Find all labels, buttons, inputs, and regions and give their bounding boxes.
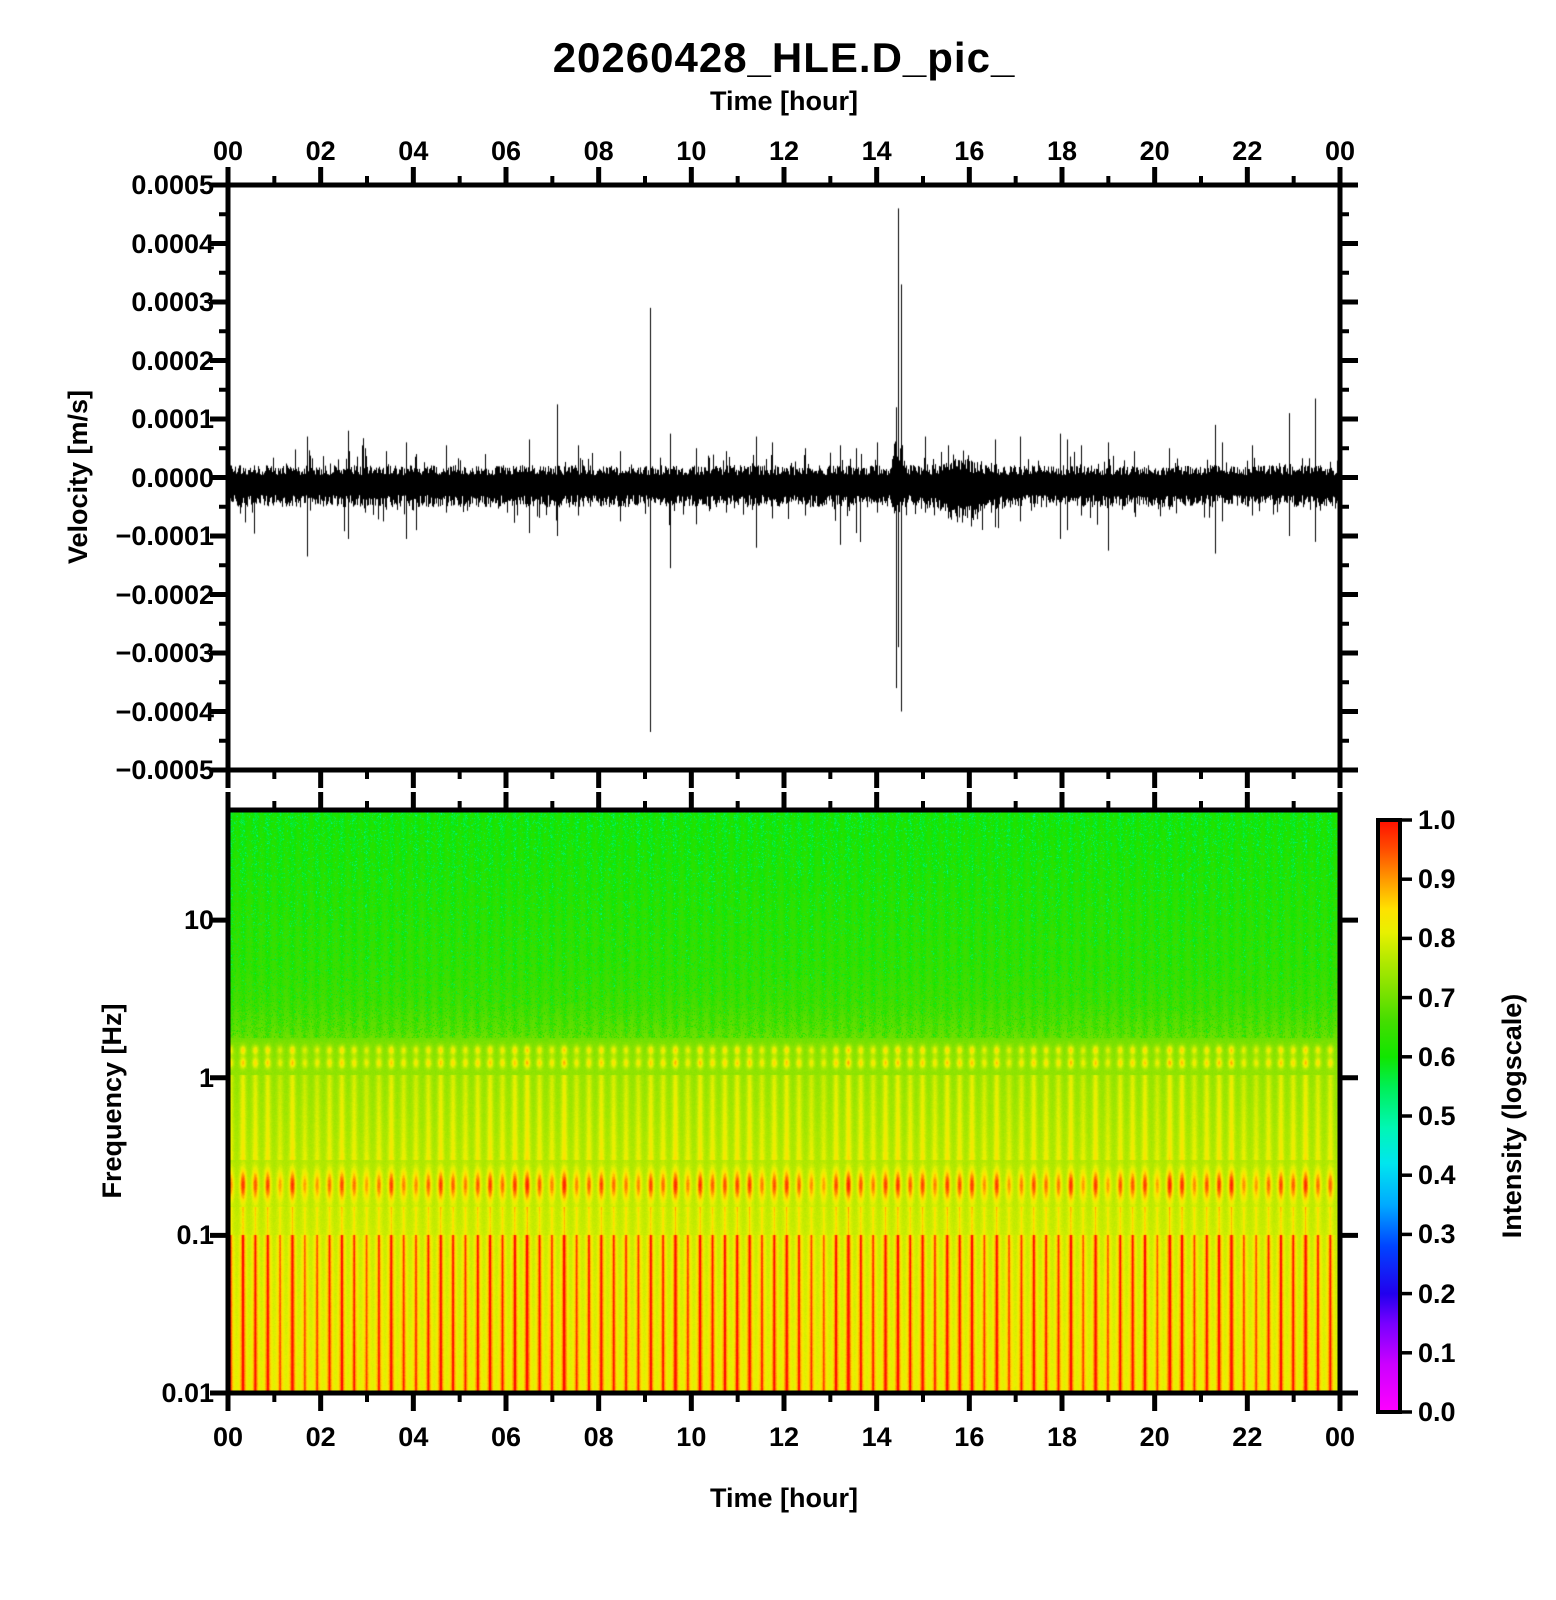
colorbar-tick-label: 0.9 [1418,864,1456,895]
velocity-y-tick-label: −0.0003 [115,638,214,668]
velocity-y-tick-label: 0.0005 [131,170,214,200]
top-x-tick-label: 18 [1046,136,1078,166]
velocity-y-tick-label: −0.0001 [115,521,214,551]
colorbar-tick-label: 0.1 [1418,1337,1456,1368]
colorbar-tick-label: 0.8 [1418,923,1456,954]
spectrogram-heatmap-canvas [228,810,1340,1393]
velocity-y-tick-label: −0.0005 [115,755,214,785]
velocity-y-tick-label: 0.0001 [131,404,214,434]
top-x-tick-label: 08 [583,136,614,166]
bottom-x-tick-label: 12 [768,1422,800,1452]
frequency-y-tick-label: 1 [198,1062,214,1093]
velocity-y-tick-label: 0.0004 [131,228,214,259]
top-x-tick-label: 14 [861,136,892,166]
bottom-x-tick-label: 22 [1232,1422,1263,1452]
bottom-x-tick-label: 20 [1139,1422,1170,1452]
bottom-x-tick-label: 00 [1324,1422,1356,1452]
velocity-y-tick-label: 0.0000 [131,462,214,493]
colorbar-tick-label: 1.0 [1418,805,1456,835]
top-x-tick-label: 02 [305,136,336,166]
bottom-x-tick-label: 08 [583,1422,614,1452]
bottom-x-tick-label: 16 [954,1422,985,1452]
bottom-x-tick-label: 18 [1046,1422,1078,1452]
velocity-yaxis-title: Velocity [m/s] [63,389,93,565]
bottom-x-tick-label: 14 [861,1422,892,1452]
frequency-y-tick-label: 0.01 [161,1378,214,1408]
bottom-x-tick-label: 04 [398,1422,429,1452]
frequency-yaxis-title: Frequency [Hz] [97,1003,127,1199]
bottom-x-tick-label: 02 [305,1422,336,1452]
frequency-y-tick-label: 0.1 [176,1220,214,1251]
velocity-y-tick-label: −0.0002 [115,579,214,610]
colorbar-tick-label: 0.3 [1418,1219,1456,1250]
velocity-y-tick-label: 0.0003 [131,287,214,317]
colorbar-tick-label: 0.6 [1418,1041,1456,1072]
bottom-x-tick-label: 10 [676,1422,707,1452]
bottom-xaxis-title: Time [hour] [710,1483,858,1513]
top-xaxis-title: Time [hour] [710,86,858,116]
velocity-y-tick-label: −0.0004 [115,696,214,727]
frequency-y-tick-label: 10 [183,905,214,936]
top-x-tick-label: 22 [1232,136,1263,166]
waveform-trace-canvas [228,185,1340,770]
colorbar-tick-label: 0.0 [1418,1397,1456,1427]
colorbar-tick-label: 0.7 [1418,982,1456,1013]
top-x-tick-label: 20 [1139,136,1170,166]
bottom-x-tick-label: 06 [490,1422,522,1452]
top-x-tick-label: 12 [768,136,800,166]
colorbar-title: Intensity (logscale) [1497,993,1527,1239]
top-x-tick-label: 10 [676,136,707,166]
colorbar-tick-label: 0.2 [1418,1278,1456,1309]
top-x-tick-label: 00 [1324,136,1356,166]
top-x-tick-label: 16 [954,136,985,166]
top-x-tick-label: 04 [398,136,429,166]
velocity-y-tick-label: 0.0002 [131,345,214,376]
colorbar-tick-label: 0.5 [1418,1101,1456,1131]
colorbar-gradient [1378,820,1400,1412]
bottom-x-tick-label: 00 [212,1422,244,1452]
colorbar-tick-label: 0.4 [1418,1160,1456,1191]
top-x-tick-label: 06 [490,136,522,166]
page-title: 20260428_HLE.D_pic_ [552,34,1016,81]
top-x-tick-label: 00 [212,136,244,166]
